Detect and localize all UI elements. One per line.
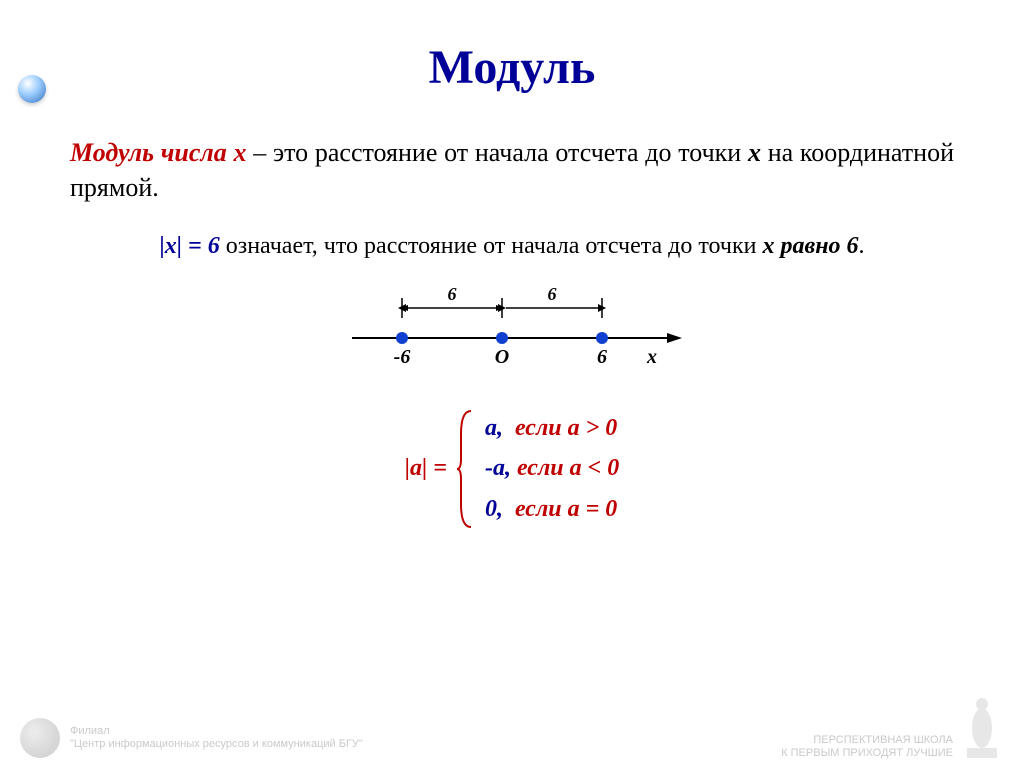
footer-right-text: ПЕРСПЕКТИВНАЯ ШКОЛА К ПЕРВЫМ ПРИХОДЯТ ЛУ… bbox=[781, 734, 953, 760]
point-neg6-label: -6 bbox=[394, 346, 411, 368]
brace-icon bbox=[455, 409, 475, 529]
definition-var: x bbox=[748, 138, 761, 167]
case-2-cond: если a < 0 bbox=[517, 455, 619, 481]
point-origin-label: O bbox=[495, 346, 509, 368]
point-6-label: 6 bbox=[597, 346, 607, 368]
footer-right: ПЕРСПЕКТИВНАЯ ШКОЛА К ПЕРВЫМ ПРИХОДЯТ ЛУ… bbox=[781, 690, 1004, 760]
piecewise-definition: |a| = a, если a > 0 -a, если a < 0 0, ес… bbox=[70, 408, 954, 530]
number-line-diagram: 6 6 -6 O 6 x bbox=[332, 278, 692, 378]
slide-title: Модуль bbox=[70, 40, 954, 95]
case-row-3: 0, если a = 0 bbox=[485, 489, 619, 530]
footer-left-text: Филиал "Центр информационных ресурсов и … bbox=[70, 725, 363, 751]
case-3-val: 0 bbox=[485, 496, 497, 522]
footer-left: Филиал "Центр информационных ресурсов и … bbox=[20, 718, 363, 758]
footer-logo-icon bbox=[20, 718, 60, 758]
footer-right-line1: ПЕРСПЕКТИВНАЯ ШКОЛА bbox=[781, 734, 953, 747]
slide: Модуль Модуль числа x – это расстояние о… bbox=[0, 0, 1024, 768]
definition-text: Модуль числа x – это расстояние от начал… bbox=[70, 135, 954, 205]
case-1-val: a bbox=[485, 415, 497, 441]
case-row-1: a, если a > 0 bbox=[485, 408, 619, 449]
decorative-orb bbox=[18, 75, 46, 103]
number-line-container: 6 6 -6 O 6 x bbox=[70, 278, 954, 378]
footer-left-line2: "Центр информационных ресурсов и коммуни… bbox=[70, 738, 363, 751]
case-3-cond: если a = 0 bbox=[515, 496, 617, 522]
definition-part1: – это расстояние от начала отсчета до то… bbox=[247, 138, 748, 167]
case-3-comma: , bbox=[497, 496, 515, 522]
piecewise-lhs: |a| = bbox=[405, 455, 447, 482]
example-equals-word: равно bbox=[774, 233, 846, 259]
case-1-comma: , bbox=[497, 415, 515, 441]
example-var: x bbox=[762, 233, 774, 259]
case-1-cond: если a > 0 bbox=[515, 415, 617, 441]
example-mid: означает, что расстояние от начала отсче… bbox=[220, 233, 763, 259]
case-row-2: -a, если a < 0 bbox=[485, 448, 619, 489]
footer-statue-icon bbox=[959, 690, 1004, 760]
example-notation: |x| = 6 bbox=[159, 233, 219, 259]
piecewise-cases: a, если a > 0 -a, если a < 0 0, если a =… bbox=[485, 408, 619, 530]
example-text: |x| = 6 означает, что расстояние от нача… bbox=[70, 230, 954, 262]
dist-left-label: 6 bbox=[448, 284, 457, 304]
footer-left-line1: Филиал bbox=[70, 725, 363, 738]
definition-term: Модуль числа x bbox=[70, 138, 247, 167]
example-value: 6 bbox=[847, 233, 859, 259]
case-2-comma: , bbox=[505, 455, 517, 481]
footer-right-line2: К ПЕРВЫМ ПРИХОДЯТ ЛУЧШИЕ bbox=[781, 747, 953, 760]
example-period: . bbox=[859, 233, 865, 259]
axis-label: x bbox=[646, 346, 657, 368]
dist-right-label: 6 bbox=[548, 284, 557, 304]
case-2-val: -a bbox=[485, 455, 505, 481]
